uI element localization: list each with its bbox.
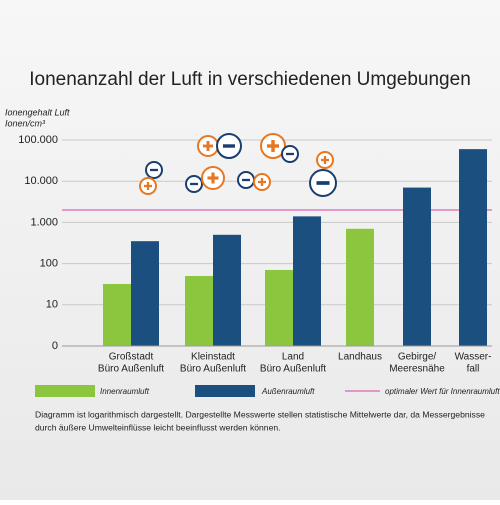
bar <box>185 276 213 346</box>
x-tick-label: Großstadt <box>109 352 154 363</box>
y-tick-label: 1.000 <box>30 216 58 228</box>
legend-label: optimaler Wert für Innenraumluft <box>385 387 500 396</box>
x-tick-label: Büro Außenluft <box>260 364 326 375</box>
bar <box>213 234 241 346</box>
x-tick-label: fall <box>467 364 480 375</box>
y-tick-label: 100 <box>40 258 58 270</box>
x-tick-label: Kleinstadt <box>191 352 235 363</box>
bar <box>403 187 431 346</box>
bar <box>293 216 321 346</box>
y-tick-label: 100.000 <box>18 134 58 146</box>
bar <box>103 283 131 346</box>
legend-swatch <box>195 385 255 397</box>
y-tick-label: 10 <box>46 299 58 311</box>
bar <box>131 241 159 346</box>
y-tick-label: 0 <box>52 340 58 352</box>
x-tick-label: Meeresnähe <box>389 364 445 375</box>
chart-title: Ionenanzahl der Luft in verschiedenen Um… <box>29 69 471 90</box>
bar <box>346 228 374 346</box>
legend-label: Außenraumluft <box>261 387 315 396</box>
x-tick-label: Büro Außenluft <box>180 364 246 375</box>
bar <box>265 269 293 346</box>
y-tick-label: 10.000 <box>24 175 58 187</box>
y-axis-title: Ionen/cm³ <box>5 118 46 128</box>
footnote: durch äußere Umwelteinflüsse leicht beei… <box>35 422 281 432</box>
footnote: Diagramm ist logarithmisch dargestellt. … <box>35 409 485 419</box>
x-tick-label: Landhaus <box>338 352 382 363</box>
bar <box>459 149 487 346</box>
legend-label: Innenraumluft <box>100 387 150 396</box>
x-tick-label: Gebirge/ <box>398 352 437 363</box>
x-tick-label: Wasser- <box>455 352 492 363</box>
y-axis-title: Ionengehalt Luft <box>5 107 70 117</box>
x-tick-label: Büro Außenluft <box>98 364 164 375</box>
x-tick-label: Land <box>282 352 304 363</box>
legend-swatch <box>35 385 95 397</box>
